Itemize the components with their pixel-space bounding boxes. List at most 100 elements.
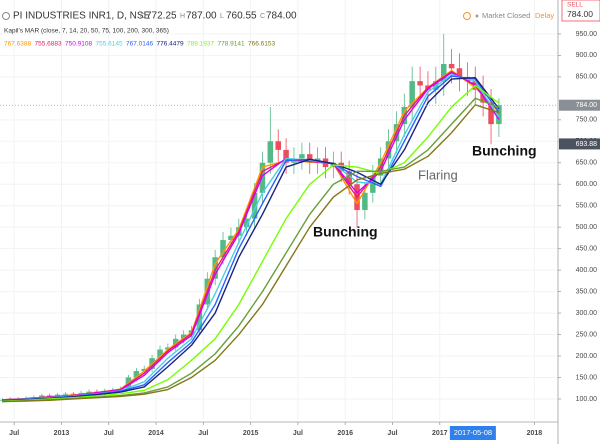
legend-value: 767.0146 <box>126 41 153 48</box>
candle-body <box>62 393 69 395</box>
candle-body <box>220 240 226 258</box>
y-tick-label: 500.00 <box>576 224 598 231</box>
last-price-label: 784.00 <box>576 102 598 109</box>
candle-body <box>196 304 203 331</box>
y-tick-label: 300.00 <box>576 310 598 317</box>
candle-body <box>157 349 163 359</box>
legend-value: 789.1937 <box>187 41 214 48</box>
y-tick-label: 150.00 <box>576 374 598 381</box>
candle-body <box>141 368 147 372</box>
x-tick-label: 2014 <box>148 430 164 437</box>
annotation: Flaring <box>418 167 458 182</box>
y-tick-label: 600.00 <box>576 181 598 188</box>
candle-body <box>86 391 92 393</box>
last-price-box <box>559 99 600 111</box>
legend-value: 755.6883 <box>35 41 62 48</box>
candle-body <box>243 218 250 228</box>
crosshair-price-label: 693.88 <box>576 141 598 148</box>
ohlc-key: O <box>140 13 146 20</box>
crosshair-date-label: 2017-05-08 <box>454 428 492 437</box>
candle-body <box>346 171 352 185</box>
x-tick-label: 2013 <box>54 430 70 437</box>
legend-value: 750.9108 <box>65 41 92 48</box>
candle-body <box>39 395 45 398</box>
y-tick-label: 250.00 <box>576 331 598 338</box>
candle-body <box>228 235 234 241</box>
moving-average <box>2 104 500 403</box>
moving-average <box>2 84 500 402</box>
symbol[interactable]: PI INDUSTRIES INR1, D, NSE <box>13 11 151 22</box>
y-tick-label: 850.00 <box>576 74 598 81</box>
y-tick-label: 750.00 <box>576 117 598 124</box>
ohlc-value: 787.00 <box>186 11 217 22</box>
candle-body <box>370 175 376 193</box>
annotation: Bunching <box>472 143 537 159</box>
ohlc-key: H <box>180 13 185 20</box>
legend-value: 766.6153 <box>248 41 275 48</box>
candle-body <box>488 102 494 125</box>
candle-body <box>46 395 53 397</box>
candle-body <box>212 257 218 279</box>
x-tick-label: 2015 <box>243 430 259 437</box>
status-icon <box>463 12 471 20</box>
candle-body <box>275 141 281 150</box>
moving-average <box>2 77 500 402</box>
y-tick-label: 200.00 <box>576 353 598 360</box>
ohlc-value: 772.25 <box>146 11 177 22</box>
ohlc-key: L <box>220 13 224 20</box>
x-tick-label: 2016 <box>337 430 353 437</box>
ohlc-value: 784.00 <box>266 11 297 22</box>
sell-label[interactable]: SELL <box>567 2 583 9</box>
delay-label: Delay <box>535 11 554 20</box>
y-tick-label: 950.00 <box>576 31 598 38</box>
legend-value: 776.4479 <box>157 41 184 48</box>
candle-body <box>448 63 455 69</box>
crosshair-date-box <box>449 426 496 440</box>
legend-value: 778.9141 <box>218 41 245 48</box>
status-dot <box>475 14 479 18</box>
candle-body <box>362 192 368 210</box>
candle-body <box>417 81 423 86</box>
candle-body <box>133 371 140 378</box>
indicator-label[interactable]: Kapil's MAR (close, 7, 14, 20, 50, 75, 1… <box>4 28 169 35</box>
candle-body <box>251 192 258 219</box>
x-tick-label: Jul <box>104 430 114 437</box>
y-tick-label: 900.00 <box>576 52 598 59</box>
x-tick-label: 2017 <box>432 430 448 437</box>
crosshair-price-box <box>559 138 600 150</box>
candle-body <box>259 162 266 193</box>
symbol-icon[interactable] <box>2 12 10 20</box>
candle-body <box>267 141 274 163</box>
y-tick-label: 100.00 <box>576 396 598 403</box>
y-tick-label: 350.00 <box>576 288 598 295</box>
candle-body <box>496 105 502 125</box>
sell-price[interactable]: 784.00 <box>567 9 593 19</box>
x-tick-label: 2018 <box>527 430 543 437</box>
candle-body <box>283 149 289 163</box>
legend-value: 767.6388 <box>4 41 31 48</box>
y-tick-label: 550.00 <box>576 203 598 210</box>
candle-body <box>441 63 447 82</box>
annotation: Bunching <box>313 224 378 240</box>
candle-body <box>456 68 463 77</box>
x-tick-label: Jul <box>293 430 303 437</box>
candle-body <box>180 334 187 339</box>
x-tick-label: Jul <box>198 430 208 437</box>
x-tick-label: Jul <box>9 430 19 437</box>
ohlc-key: C <box>260 13 265 20</box>
y-tick-label: 450.00 <box>576 245 598 252</box>
candle-body <box>409 81 415 107</box>
y-tick-label: 400.00 <box>576 267 598 274</box>
market-status: Market Closed <box>482 11 530 20</box>
ohlc-value: 760.55 <box>226 11 257 22</box>
y-tick-label: 650.00 <box>576 160 598 167</box>
candle-body <box>306 154 313 163</box>
legend-value: 755.6145 <box>96 41 123 48</box>
candle-body <box>54 394 61 397</box>
sell-button[interactable] <box>561 0 600 22</box>
x-tick-label: Jul <box>387 430 397 437</box>
candle-body <box>299 154 305 159</box>
candle-body <box>165 347 171 350</box>
